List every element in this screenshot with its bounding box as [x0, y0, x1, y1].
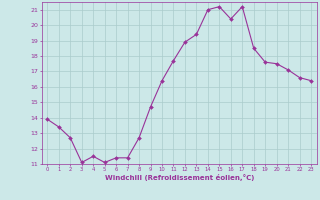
X-axis label: Windchill (Refroidissement éolien,°C): Windchill (Refroidissement éolien,°C) — [105, 174, 254, 181]
